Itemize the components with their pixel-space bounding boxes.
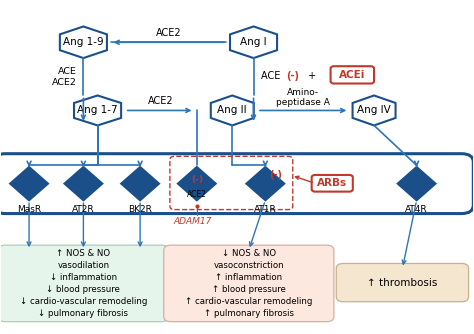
FancyBboxPatch shape [0,154,474,213]
FancyBboxPatch shape [164,245,334,322]
Text: ARBs: ARBs [318,178,347,188]
Text: Ang 1-9: Ang 1-9 [63,37,104,47]
Text: Amino-
peptidase A: Amino- peptidase A [276,88,330,107]
Text: +: + [305,71,316,81]
FancyBboxPatch shape [330,66,374,84]
Polygon shape [246,167,284,200]
Text: ACE2: ACE2 [148,97,173,107]
Text: ↑ thrombosis: ↑ thrombosis [367,278,438,288]
Polygon shape [178,167,216,200]
Text: ACE
ACE2: ACE ACE2 [52,67,76,87]
Text: ACE2: ACE2 [155,28,181,38]
Text: ADAM17: ADAM17 [173,217,211,226]
FancyBboxPatch shape [336,264,469,302]
Text: Ang 1-7: Ang 1-7 [77,106,118,116]
Polygon shape [64,167,102,200]
FancyBboxPatch shape [312,175,353,192]
Text: AT1R: AT1R [254,205,277,214]
Text: Ang IV: Ang IV [357,106,391,116]
Polygon shape [121,167,159,200]
Polygon shape [10,167,48,200]
Text: MasR: MasR [17,205,41,214]
Text: (-): (-) [191,175,203,184]
FancyBboxPatch shape [0,245,168,322]
Text: AT2R: AT2R [72,205,95,214]
Text: BK2R: BK2R [128,205,152,214]
Text: ACEi: ACEi [339,70,365,80]
Text: (-): (-) [287,71,300,81]
Text: ACE2: ACE2 [187,190,207,199]
Text: Ang II: Ang II [218,106,247,116]
Text: ↑ NOS & NO
vasodilation
↓ inflammation
↓ blood pressure
↓ cardio-vascular remode: ↑ NOS & NO vasodilation ↓ inflammation ↓… [20,248,147,318]
Text: (-): (-) [269,170,282,180]
Text: ACE: ACE [261,71,283,81]
Text: AT4R: AT4R [405,205,428,214]
Text: ↓ NOS & NO
vasoconstriction
↑ inflammation
↑ blood pressure
↑ cardio-vascular re: ↓ NOS & NO vasoconstriction ↑ inflammati… [185,248,312,318]
Polygon shape [398,167,436,200]
Text: Ang I: Ang I [240,37,267,47]
